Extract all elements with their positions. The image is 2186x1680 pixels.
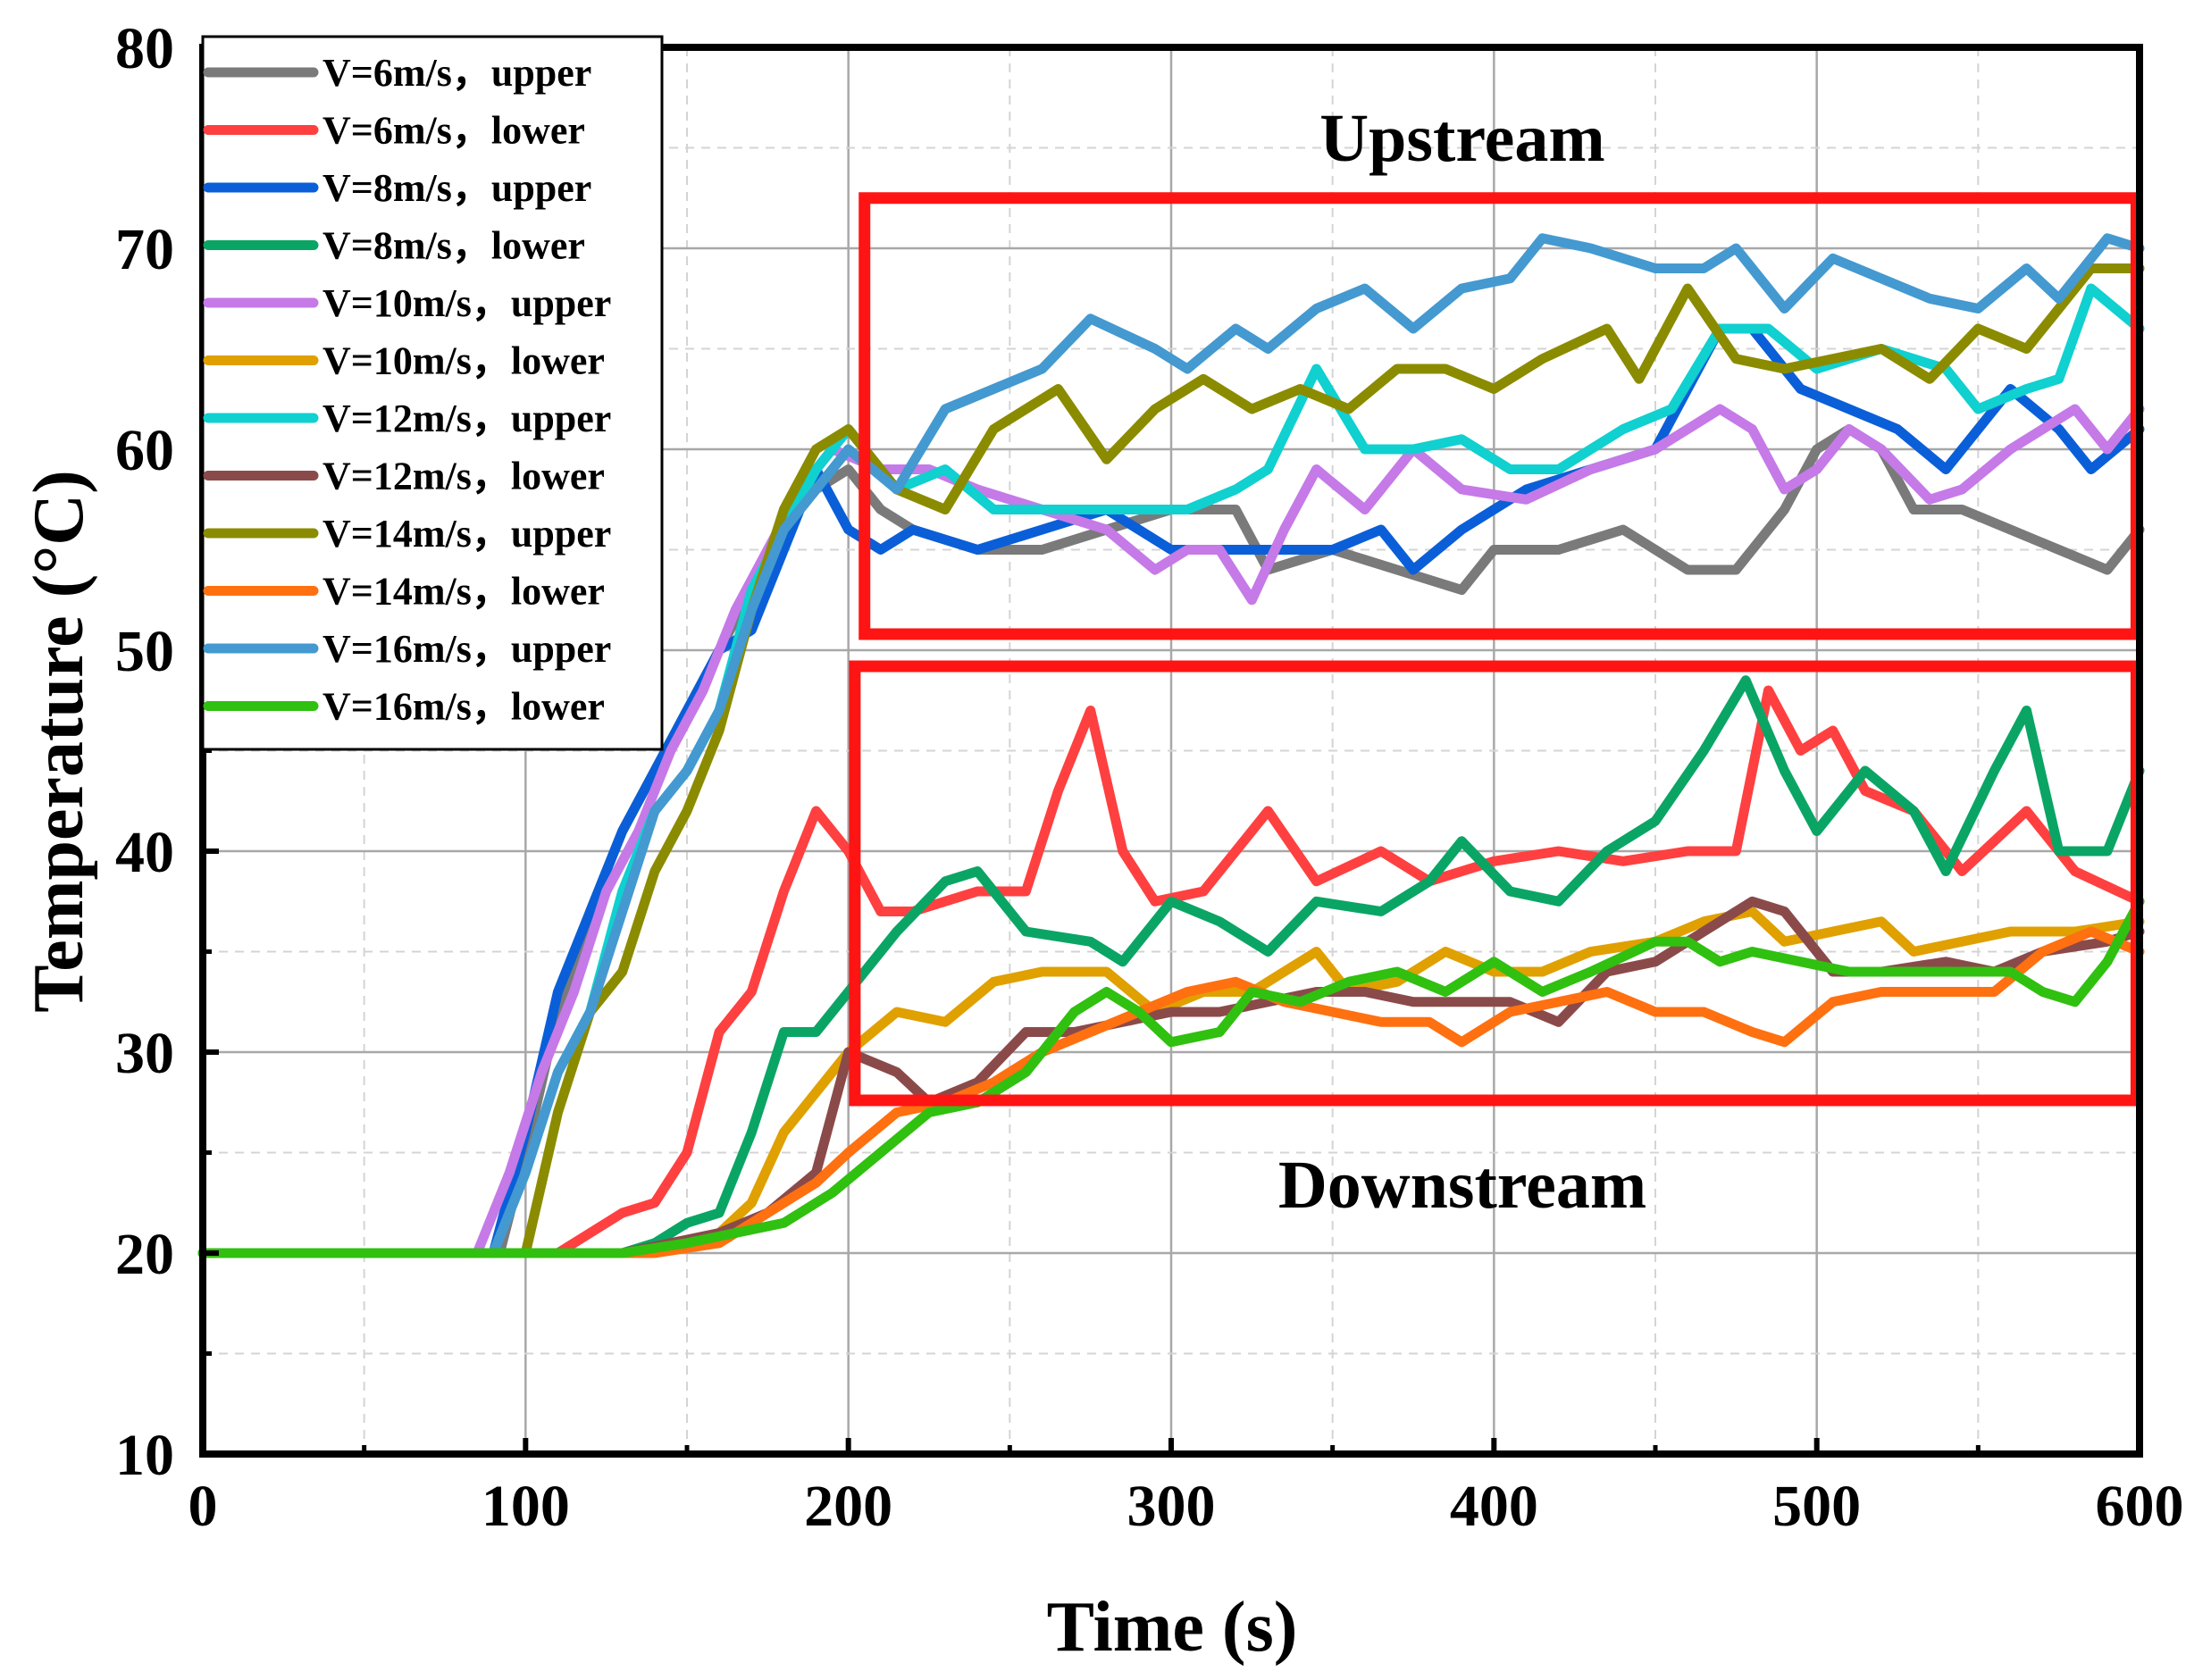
legend-label: V=6m/s，lower [322,109,585,153]
axis-tick-labels: 0 100 200 300 400 500 600 10 20 30 40 50 60 70 80 [115,16,2184,1539]
x-tick-label: 100 [482,1474,570,1539]
x-tick-label: 600 [2096,1474,2184,1539]
legend-label: V=14m/s，lower [322,570,605,614]
upstream-label: Upstream [1319,101,1604,176]
series-line-2 [197,685,2145,1258]
legend-label: V=12m/s，upper [322,397,611,440]
legend-label: V=10m/s，lower [322,339,605,383]
y-tick-label: 10 [115,1423,174,1488]
y-tick-label: 20 [115,1222,174,1287]
series-line-12 [197,896,2145,1258]
legend-label: V=14m/s，upper [322,512,611,556]
series-lines [197,233,2145,1258]
legend-label: V=12m/s，lower [322,455,605,498]
y-axis-title: Temperature (°C) [20,470,98,1012]
legend-label: V=10m/s，upper [322,281,611,325]
legend: V=6m/s，upper V=6m/s，lower V=8m/s，upper V=8m… [201,35,664,751]
series-line-4 [197,675,2145,1258]
upstream-region-box [858,192,2142,640]
y-tick-label: 60 [115,418,174,483]
series-line-10 [197,926,2145,1258]
x-tick-label: 400 [1450,1474,1538,1539]
y-tick-label: 40 [115,820,174,885]
y-tick-label: 70 [115,217,174,282]
x-tick-label: 300 [1127,1474,1216,1539]
x-tick-label: 0 [188,1474,218,1539]
x-tick-label: 500 [1772,1474,1861,1539]
x-tick-label: 200 [804,1474,892,1539]
series-line-6 [197,907,2145,1258]
legend-label: V=8m/s，upper [322,166,591,210]
legend-label: V=16m/s，lower [322,685,605,729]
series-line-9 [197,263,2145,1258]
y-tick-label: 80 [115,16,174,81]
legend-label: V=16m/s，upper [322,627,611,671]
legend-label: V=8m/s，lower [322,224,585,268]
legend-label: V=6m/s，upper [322,51,591,95]
series-line-11 [197,233,2145,1258]
y-tick-label: 50 [115,619,174,684]
downstream-label: Downstream [1278,1148,1646,1223]
legend-box [201,35,664,751]
series-line-5 [197,404,2145,1258]
y-tick-label: 30 [115,1021,174,1086]
series-line-3 [197,323,2145,1258]
x-axis-title: Time (s) [1047,1588,1298,1667]
